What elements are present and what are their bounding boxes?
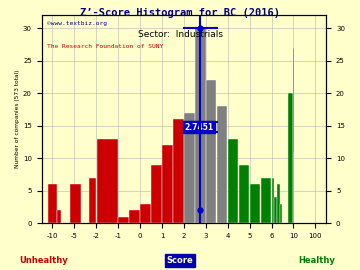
Text: Z’-Score Histogram for BC (2016): Z’-Score Histogram for BC (2016)	[80, 8, 280, 18]
Bar	[271, 178, 274, 223]
Text: 2.7451: 2.7451	[185, 123, 214, 132]
Bar	[57, 210, 61, 223]
Bar	[228, 139, 238, 223]
Bar	[217, 106, 228, 223]
Bar	[239, 164, 249, 223]
Text: ©www.textbiz.org: ©www.textbiz.org	[47, 21, 107, 26]
Bar	[151, 164, 162, 223]
Bar	[140, 204, 151, 223]
Bar	[184, 113, 194, 223]
Bar	[70, 184, 81, 223]
Bar	[250, 184, 260, 223]
Text: Score: Score	[167, 256, 193, 265]
Bar	[261, 178, 271, 223]
Bar	[288, 93, 293, 223]
Text: Unhealthy: Unhealthy	[19, 256, 68, 265]
Bar	[89, 178, 96, 223]
Bar	[274, 197, 277, 223]
Bar	[206, 80, 216, 223]
Bar	[48, 184, 57, 223]
Y-axis label: Number of companies (573 total): Number of companies (573 total)	[15, 70, 20, 168]
Bar	[97, 139, 118, 223]
Text: Sector:  Industrials: Sector: Industrials	[138, 30, 222, 39]
Bar	[162, 145, 173, 223]
Bar	[129, 210, 140, 223]
Bar	[118, 217, 129, 223]
Text: The Research Foundation of SUNY: The Research Foundation of SUNY	[47, 44, 163, 49]
Bar	[277, 184, 280, 223]
Bar	[280, 204, 282, 223]
Bar	[195, 28, 206, 223]
Text: Healthy: Healthy	[298, 256, 335, 265]
Bar	[173, 119, 184, 223]
